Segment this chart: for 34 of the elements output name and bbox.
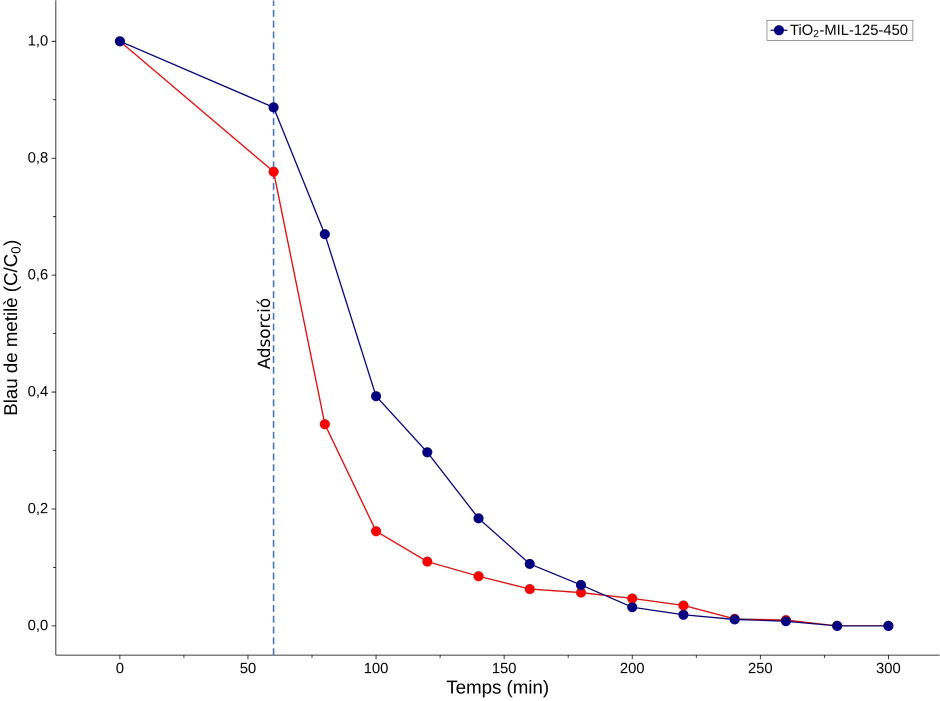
x-tick-label: 250 <box>748 662 772 674</box>
x-axis-title: Temps (min) <box>446 680 548 698</box>
x-tick-label: 50 <box>240 662 256 674</box>
legend-label: TiO$_{2}$-MIL-125-450 <box>790 24 908 38</box>
y-tick-label: 0,6 <box>28 269 48 282</box>
point <box>627 602 638 612</box>
point <box>422 556 432 567</box>
y-tick-label: 0,0 <box>28 620 48 632</box>
point <box>422 447 432 458</box>
point <box>524 584 535 594</box>
point <box>576 580 586 590</box>
y-tick-label: 0,4 <box>28 386 48 398</box>
point <box>268 102 279 113</box>
point <box>370 391 382 402</box>
x-tick-label: 0 <box>116 662 124 674</box>
point <box>268 166 279 177</box>
ref-line-label: Adsorció <box>256 299 270 370</box>
point <box>678 600 689 611</box>
point <box>320 419 330 430</box>
point <box>320 229 330 240</box>
y-tick-label: 1,0 <box>28 35 48 48</box>
point <box>524 559 535 570</box>
x-tick-label: 200 <box>620 662 644 674</box>
point <box>627 593 638 604</box>
x-tick-label: 300 <box>876 662 900 674</box>
point <box>473 513 484 524</box>
y-tick-label: 0,2 <box>28 503 48 516</box>
y-axis-title: Blau de metilè (C/C$_{0}$) <box>3 241 21 414</box>
x-tick-label: 150 <box>492 662 516 674</box>
point <box>678 610 689 620</box>
point <box>473 571 484 582</box>
y-tick-label: 0,8 <box>28 152 48 164</box>
x-tick-label: 100 <box>364 662 388 674</box>
point <box>370 526 382 536</box>
